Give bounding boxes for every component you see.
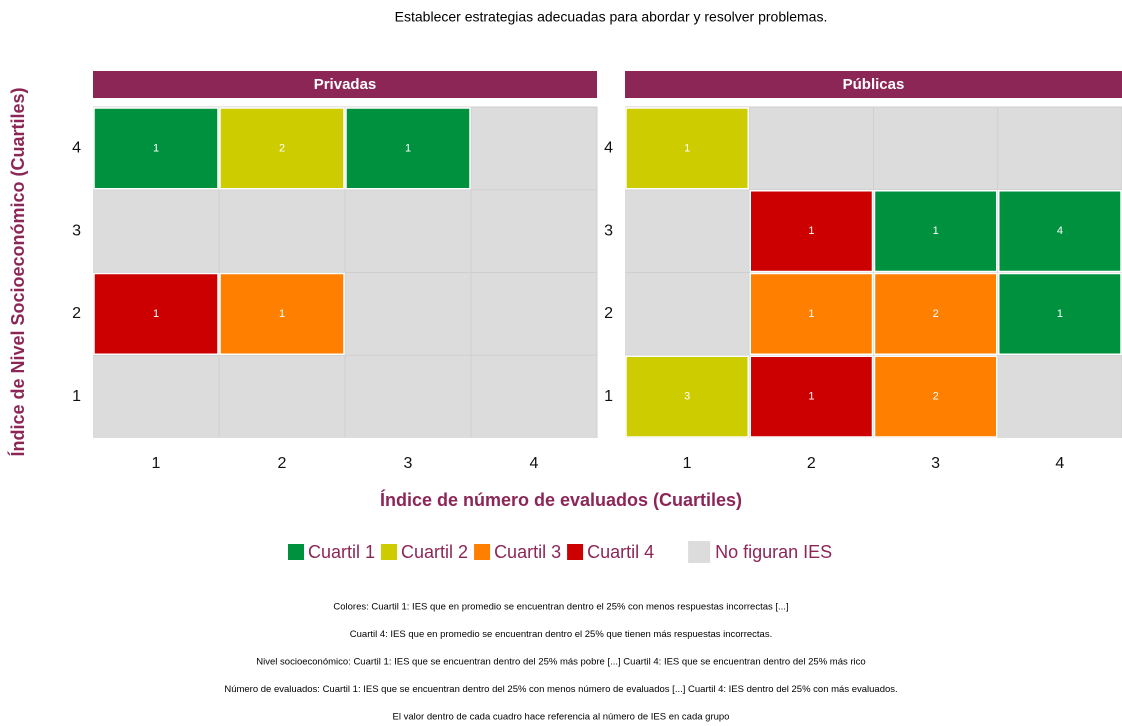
cell-label: 1 [808, 308, 814, 320]
cell [749, 355, 874, 438]
cell-label: 1 [1057, 308, 1063, 320]
cell-label: 1 [808, 225, 814, 237]
cell [873, 190, 998, 273]
legend-label: No figuran IES [715, 542, 832, 562]
x-tick-label: 1 [152, 455, 161, 472]
legend-swatch [567, 544, 584, 560]
cell [219, 107, 345, 190]
cell-label: 1 [279, 308, 285, 320]
x-tick-label: 2 [807, 455, 816, 472]
cell [219, 272, 345, 355]
note: Colores: Cuartil 1: IES que en promedio … [333, 602, 788, 613]
cell-label: 1 [808, 391, 814, 403]
cell-label: 1 [153, 142, 159, 154]
cell [93, 107, 219, 190]
x-tick-label: 1 [683, 455, 692, 472]
legend-swatch [288, 544, 304, 560]
cell [625, 355, 749, 438]
y-tick-label: 1 [604, 388, 613, 405]
y-tick-label: 4 [604, 140, 613, 157]
note: Nivel socioeconómico: Cuartil 1: IES que… [256, 657, 865, 668]
cell [749, 190, 874, 273]
cell-label: 1 [684, 142, 690, 154]
cell-label: 1 [933, 225, 939, 237]
strip [625, 71, 1122, 98]
cell-label: 2 [279, 142, 285, 154]
cell-label: 1 [153, 308, 159, 320]
note: El valor dentro de cada cuadro hace refe… [393, 712, 730, 723]
cell [625, 107, 749, 190]
legend-swatch [381, 544, 398, 560]
y-tick-label: 1 [72, 388, 81, 405]
cell [998, 190, 1122, 273]
cell-label: 4 [1057, 225, 1063, 237]
x-tick-label: 3 [404, 455, 413, 472]
y-tick-label: 3 [72, 222, 81, 239]
cell [998, 272, 1122, 355]
legend-swatch [688, 541, 711, 563]
cell [873, 272, 998, 355]
cell [93, 272, 219, 355]
y-tick-label: 2 [604, 305, 613, 322]
y-tick-label: 3 [604, 222, 613, 239]
cell-label: 3 [684, 391, 690, 403]
cell-label: 2 [933, 391, 939, 403]
x-tick-label: 4 [1055, 455, 1064, 472]
y-axis-label: Índice de Nivel Socioeconómico (Cuartile… [7, 87, 28, 456]
strip-label: Públicas [843, 76, 905, 93]
y-tick-label: 4 [72, 140, 81, 157]
legend-label: Cuartil 4 [587, 542, 654, 562]
x-tick-label: 4 [530, 455, 539, 472]
strip-label: Privadas [314, 76, 377, 93]
note: Número de evaluados: Cuartil 1: IES que … [224, 684, 897, 695]
legend-label: Cuartil 3 [494, 542, 561, 562]
x-tick-label: 2 [278, 455, 287, 472]
legend-label: Cuartil 1 [308, 542, 375, 562]
x-axis-label: Índice de número de evaluados (Cuartiles… [380, 489, 742, 510]
cell-label: 1 [405, 142, 411, 154]
legend-label: Cuartil 2 [401, 542, 468, 562]
cell [749, 272, 874, 355]
chart-title: Establecer estrategias adecuadas para ab… [395, 9, 828, 25]
y-tick-label: 2 [72, 305, 81, 322]
cell [345, 107, 471, 190]
x-tick-label: 3 [931, 455, 940, 472]
strip [93, 71, 597, 98]
cell [873, 355, 998, 438]
note: Cuartil 4: IES que en promedio se encuen… [350, 629, 772, 640]
legend-swatch [474, 544, 491, 560]
cell-label: 2 [933, 308, 939, 320]
